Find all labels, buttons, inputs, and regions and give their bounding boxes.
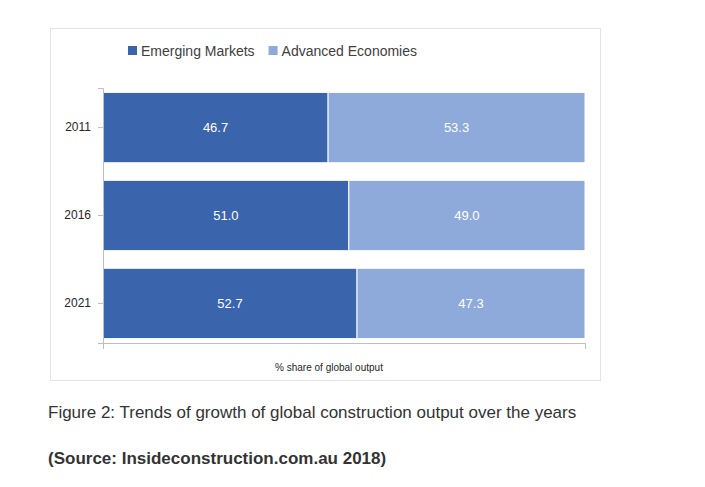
data-label: 49.0 [454,208,479,223]
x-axis-title: % share of global output [275,362,383,373]
data-label: 53.3 [444,120,469,135]
y-tick-label: 2016 [64,208,91,222]
x-tick [585,343,586,349]
legend-swatch [128,46,137,55]
legend-swatch [269,46,278,55]
bar-segment [349,180,585,250]
y-axis-line [98,89,104,344]
data-label: 52.7 [217,296,242,311]
legend-label: Emerging Markets [141,43,255,59]
y-tick-mark [98,127,103,128]
y-tick-mark [98,215,103,216]
x-tick-mark [585,343,586,349]
bar-segment [103,268,357,338]
chart-svg: 46.7 51.0 52.7 53.3 49.0 47.3 2011 2016 2021 % sh… [0,0,705,487]
y-tick-label: 2011 [65,120,91,134]
bar-segment [103,92,328,162]
chart-source: (Source: Insideconstruction.com.au 2018) [48,449,386,468]
bar-segment [357,268,585,338]
legend-label: Advanced Economies [282,43,417,59]
data-labels: 46.7 51.0 52.7 53.3 49.0 47.3 [203,120,484,311]
legend: Emerging Markets Advanced Economies [128,43,417,59]
bar-segment [328,92,585,162]
y-tick: 2011 [65,120,103,134]
data-label: 46.7 [203,120,228,135]
y-tick: 2016 [64,208,103,222]
bar-segment [103,180,349,250]
chart-title: Figure 2: Trends of growth of global con… [48,403,576,422]
y-tick-label: 2021 [64,296,91,310]
chart-frame [51,29,601,381]
y-axis: 2011 2016 2021 [64,89,103,344]
x-axis [104,343,586,349]
data-label: 47.3 [458,296,483,311]
data-label: 51.0 [213,208,238,223]
y-tick: 2021 [64,296,103,310]
y-tick-mark [98,303,103,304]
x-axis-line [104,343,586,344]
bars [103,92,585,338]
